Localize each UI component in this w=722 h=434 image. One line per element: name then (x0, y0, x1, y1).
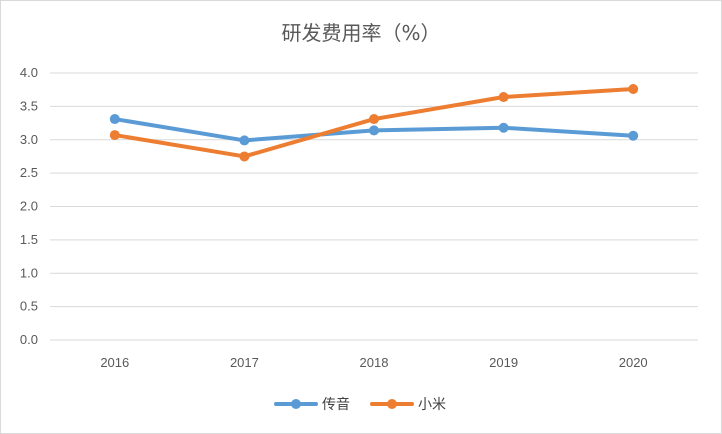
data-point (498, 122, 509, 133)
chart-title: 研发费用率（%） (281, 21, 440, 45)
data-point (239, 151, 250, 162)
series-2 (109, 84, 639, 162)
y-gridlines (50, 72, 698, 341)
data-point (628, 130, 639, 141)
data-point (498, 92, 509, 103)
data-point (239, 135, 250, 146)
y-tick-label: 1.5 (20, 232, 38, 247)
series-1 (109, 114, 639, 146)
y-tick-label: 3.0 (20, 132, 38, 147)
y-tick-label: 0.0 (20, 332, 38, 347)
x-tick-label: 2018 (360, 355, 389, 370)
y-tick-label: 1.0 (20, 265, 38, 280)
data-point (369, 114, 379, 125)
legend: 传音 小米 (274, 396, 446, 413)
y-tick-label: 0.5 (20, 299, 38, 314)
legend-item: 传音 (274, 396, 350, 413)
legend-label: 小米 (418, 397, 446, 413)
legend-marker (387, 399, 397, 409)
x-tick-label: 2016 (100, 355, 129, 370)
x-tick-label: 2017 (230, 355, 259, 370)
legend-item: 小米 (370, 397, 446, 413)
y-tick-label: 3.5 (20, 98, 38, 113)
x-tick-label: 2020 (619, 355, 648, 370)
y-tick-label: 2.0 (20, 199, 38, 214)
x-tick-label: 2019 (489, 355, 518, 370)
series-lines (109, 84, 639, 162)
y-tick-label: 2.5 (20, 165, 38, 180)
y-tick-label: 4.0 (20, 65, 38, 80)
legend-marker (291, 399, 301, 409)
legend-label: 传音 (322, 396, 350, 413)
data-point (628, 84, 639, 95)
data-point (109, 130, 120, 141)
data-point (109, 114, 120, 125)
data-point (369, 125, 379, 136)
y-axis-tick-labels: 0.0 0.5 1.0 1.5 2.0 2.5 3.0 3.5 4.0 (20, 65, 38, 347)
x-axis-tick-labels: 2016 2017 2018 2019 2020 (100, 355, 647, 370)
